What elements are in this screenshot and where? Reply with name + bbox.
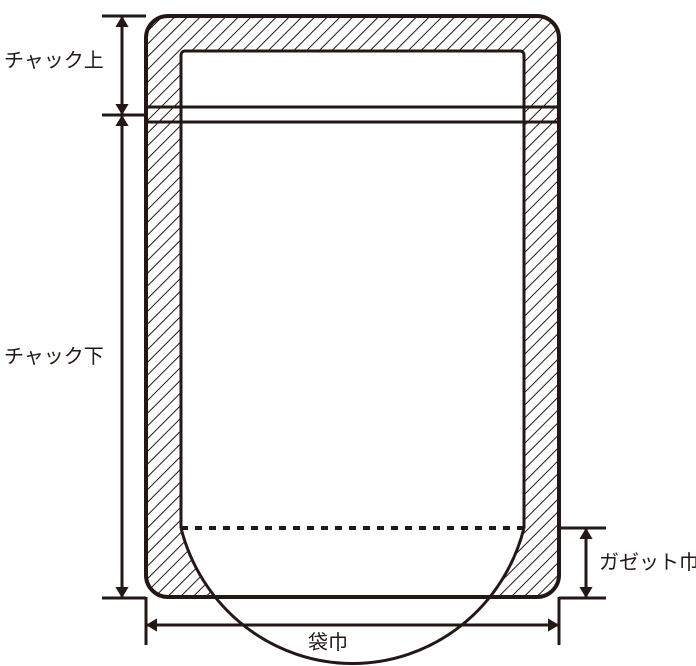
label-gusset: ガゼット巾 [599,546,696,575]
hatched-seal-band [146,16,559,597]
dim-above-zipper [115,16,128,115]
dim-gusset-width [579,528,592,598]
label-below: チャック下 [4,340,104,369]
dim-bag-width [146,618,559,631]
diagram-stage: チャック上チャック下ガゼット巾袋巾 [0,0,696,666]
label-width: 袋巾 [308,626,348,655]
label-top: チャック上 [4,44,104,73]
dim-below-zipper [115,115,128,598]
pouch-diagram [0,0,696,666]
